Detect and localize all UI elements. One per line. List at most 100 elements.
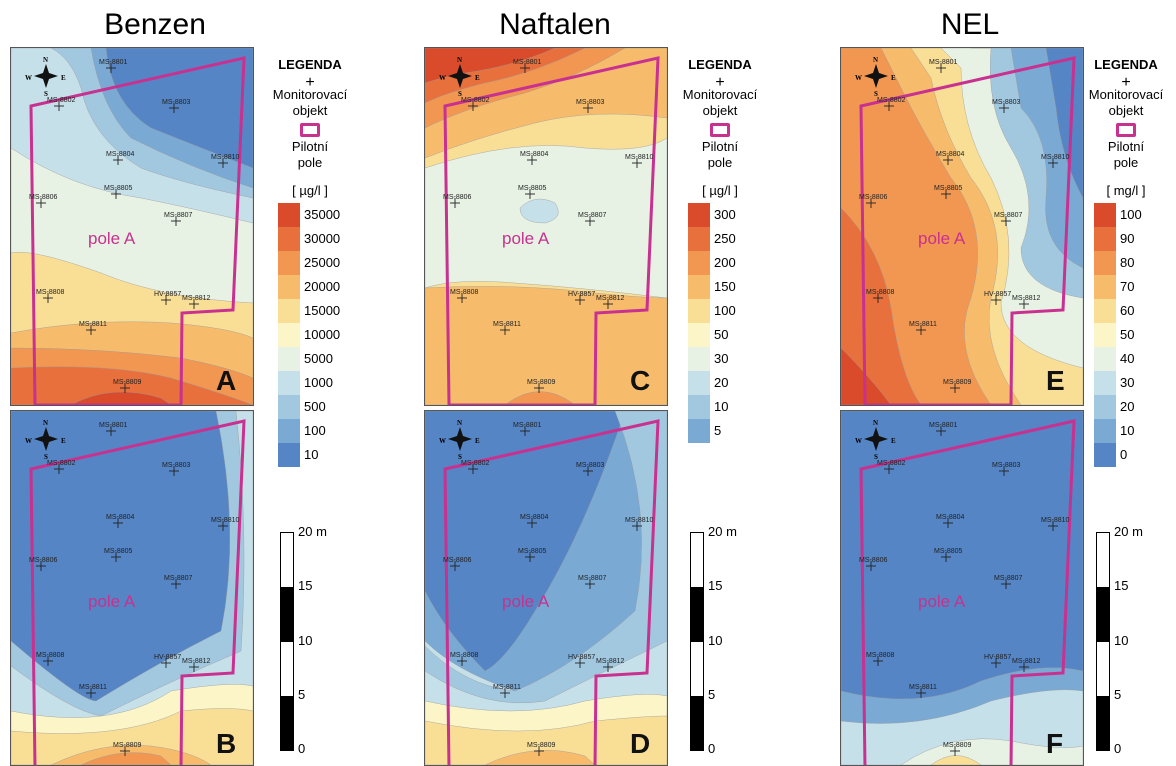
well-label: MS-8807: [164, 212, 193, 219]
compass-letter: W: [25, 74, 32, 82]
legend-benzen: LEGENDA + Monitorovací objekt Pilotní pole [ µ…: [260, 55, 360, 756]
well-label: MS-8809: [113, 742, 142, 749]
colorbar-tick-label: 15000: [304, 303, 341, 318]
well-label: MS-8807: [994, 212, 1023, 219]
well-label: MS-8801: [929, 422, 958, 429]
well-label: MS-8801: [929, 59, 958, 66]
map-panel-d: N S E W MS-8801 MS-8802 MS-8803 MS-8804 MS-8805 M…: [424, 410, 668, 766]
pilot-field-outline: [443, 56, 660, 405]
legend-naftalen: LEGENDA + Monitorovací objekt Pilotní pole [ µ…: [670, 55, 770, 756]
colorbar-swatch: [688, 371, 710, 395]
scale-tick-label: 20 m: [1114, 524, 1143, 539]
map-panel-a: N S E W MS-8801 MS-8802 MS-8803 MS-8804 MS-8805 M…: [10, 47, 254, 406]
monitor-label: Monitorovací: [272, 87, 348, 102]
compass-letter: S: [458, 90, 462, 98]
well-label: HV-8857: [568, 291, 595, 298]
colorbar-swatch: [278, 371, 300, 395]
colorbar-swatch: [278, 251, 300, 275]
well-label: MS-8812: [596, 295, 625, 302]
monitoring-well: MS-8801: [513, 422, 542, 436]
monitoring-well: MS-8812: [1012, 658, 1041, 672]
colorbar-tick-label: 10: [714, 399, 729, 414]
colorbar-tick-label: 20: [714, 375, 729, 390]
monitoring-well: HV-8857: [568, 654, 595, 668]
monitor-label: Monitorovací: [682, 87, 758, 102]
monitoring-well: MS-8809: [943, 742, 972, 756]
field-name-label: pole A: [88, 229, 136, 248]
pilot-field-label: pole: [1113, 155, 1139, 170]
monitoring-well: MS-8810: [625, 517, 654, 531]
well-label: HV-8857: [984, 654, 1011, 661]
scale-tick-label: 0: [298, 741, 306, 756]
well-label: MS-8804: [520, 151, 549, 158]
well-label: MS-8803: [992, 462, 1021, 469]
compass-letter: S: [44, 453, 48, 461]
colorbar-tick-label: 30: [714, 351, 729, 366]
monitoring-well: MS-8803: [992, 462, 1021, 476]
monitoring-well: MS-8809: [113, 742, 142, 756]
compass-letter: N: [457, 419, 462, 427]
colorbar-tick-label: 300: [714, 207, 736, 222]
colorbar-swatch: [278, 203, 300, 227]
scale-bar: [280, 532, 294, 751]
unit-label: [ µg/l ]: [292, 183, 328, 198]
compass-letter: N: [43, 419, 48, 427]
scale-bar-segment: [281, 587, 293, 642]
well-label: MS-8802: [461, 97, 490, 104]
well-label: MS-8804: [106, 514, 135, 521]
colorbar-tick-label: 70: [1120, 279, 1135, 294]
pilot-field-symbol-icon: [710, 123, 730, 137]
panel-letter: B: [216, 728, 236, 759]
well-label: MS-8805: [518, 185, 547, 192]
monitoring-well: MS-8802: [47, 460, 76, 474]
monitoring-well: MS-8807: [994, 575, 1023, 589]
well-label: HV-8857: [984, 291, 1011, 298]
monitoring-well: MS-8807: [164, 212, 193, 226]
well-label: MS-8803: [576, 99, 605, 106]
monitoring-well: MS-8810: [1041, 517, 1070, 531]
colorbar-swatch: [1094, 251, 1116, 275]
compass-letter: S: [44, 90, 48, 98]
scale-tick-label: 20 m: [708, 524, 737, 539]
compass-letter: E: [61, 74, 66, 82]
pilot-field-label: Pilotní: [291, 139, 329, 154]
well-label: MS-8806: [443, 557, 472, 564]
monitoring-well: MS-8803: [576, 462, 605, 476]
monitoring-well: MS-8803: [576, 99, 605, 113]
well-label: MS-8801: [99, 59, 128, 66]
well-label: MS-8806: [859, 194, 888, 201]
scale-bar-segment: [1097, 695, 1109, 750]
scale-tick-label: 20 m: [298, 524, 327, 539]
colorbar-tick-label: 90: [1120, 231, 1135, 246]
well-label: MS-8810: [1041, 154, 1070, 161]
panel-letter: C: [630, 365, 650, 396]
well-label: MS-8807: [578, 212, 607, 219]
scale-tick-label: 15: [708, 578, 723, 594]
field-name-label: pole A: [918, 229, 966, 248]
monitoring-well: MS-8805: [934, 185, 963, 199]
colorbar-tick-label: 5: [714, 423, 722, 438]
field-name-label: pole A: [502, 592, 550, 611]
monitoring-well: MS-8812: [596, 295, 625, 309]
colorbar-swatch: [1094, 227, 1116, 251]
monitoring-well: MS-8812: [182, 295, 211, 309]
colorbar-tick-label: 100: [304, 423, 326, 438]
well-label: MS-8808: [866, 289, 895, 296]
colorbar-tick-label: 30000: [304, 231, 341, 246]
field-name-label: pole A: [918, 592, 966, 611]
well-label: MS-8804: [106, 151, 135, 158]
colorbar-tick-label: 30: [1120, 375, 1135, 390]
legend-heading: LEGENDA: [688, 57, 752, 72]
well-label: MS-8810: [211, 154, 240, 161]
scale-tick-label: 5: [298, 686, 306, 702]
field-name-label: pole A: [88, 592, 136, 611]
colorbar-tick-label: 35000: [304, 207, 341, 222]
well-label: MS-8808: [36, 289, 65, 296]
colorbar-swatch: [688, 419, 710, 443]
colorbar-tick-label: 25000: [304, 255, 341, 270]
well-label: MS-8810: [625, 154, 654, 161]
monitoring-well: MS-8803: [162, 462, 191, 476]
compass-letter: N: [43, 56, 48, 64]
monitoring-well: MS-8808: [36, 289, 65, 303]
well-label: MS-8808: [450, 652, 479, 659]
